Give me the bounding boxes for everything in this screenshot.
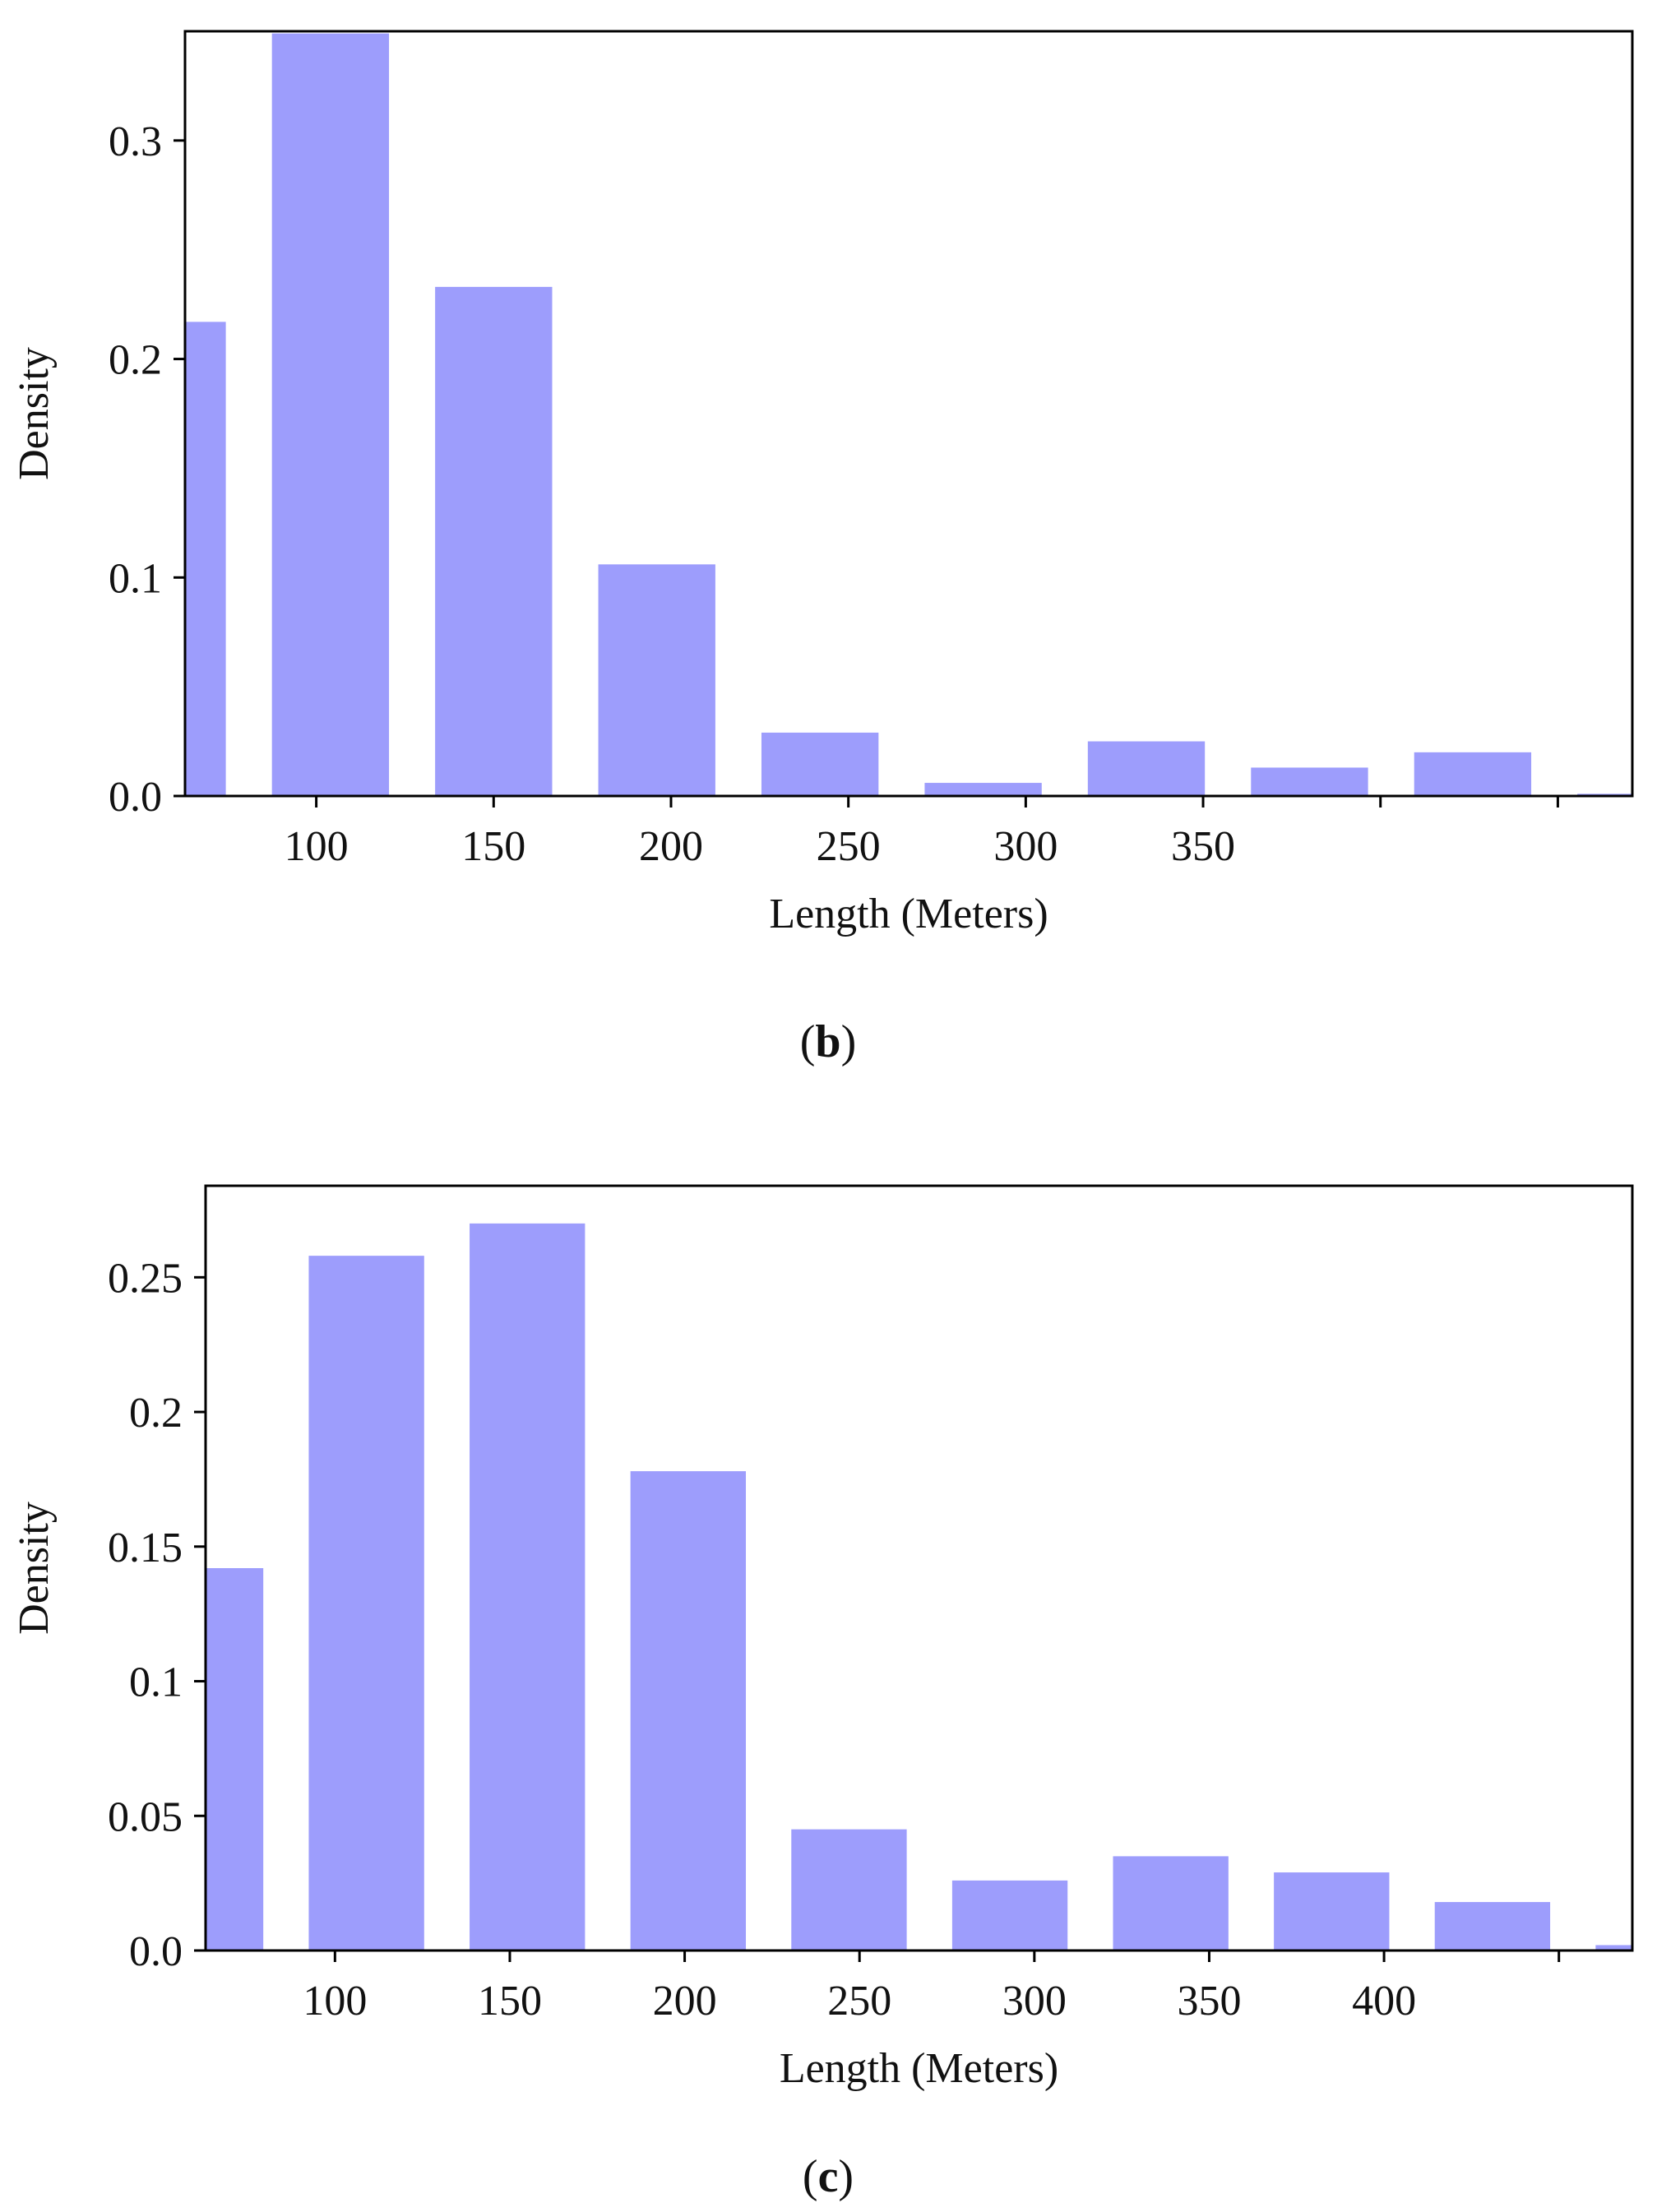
bar-7 xyxy=(1274,1872,1390,1951)
y-tick-label-1: 0.05 xyxy=(108,1793,183,1840)
x-tick-label-3: 250 xyxy=(827,1978,891,2025)
x-axis-label: Length (Meters) xyxy=(780,2045,1058,2092)
bar-8 xyxy=(1434,1902,1551,1951)
plot-frame xyxy=(204,1184,1634,1952)
chart-c: 100 150 200 250 300 350 400 0.0 0.05 0.1 0.15 0.2 0.… xyxy=(11,1184,1634,2202)
y-tick-label-3: 0.15 xyxy=(108,1525,183,1571)
y-tick-label-3: 0.3 xyxy=(109,118,162,165)
x-axis-label: Length (Meters) xyxy=(769,891,1048,937)
y-tick-label-4: 0.2 xyxy=(129,1390,183,1437)
x-tick-label-4: 300 xyxy=(993,823,1058,870)
x-tick-label-5: 350 xyxy=(1171,823,1235,870)
bar-7 xyxy=(1251,767,1368,796)
bar-3 xyxy=(598,564,715,796)
chart-b: 100 150 200 250 300 350 0.0 0.1 0.2 0.3 Length (Me… xyxy=(11,30,1634,1067)
plot-frame xyxy=(183,30,1634,798)
y-tick-label-5: 0.25 xyxy=(108,1255,183,1302)
bars xyxy=(206,1223,1632,1951)
x-tick-label-2: 200 xyxy=(653,1978,717,2025)
x-tick-label-0: 100 xyxy=(303,1978,367,2025)
bar-4 xyxy=(791,1829,907,1951)
y-tick-label-1: 0.1 xyxy=(109,555,162,602)
y-tick-label-2: 0.2 xyxy=(109,337,162,384)
y-axis-label: Density xyxy=(11,347,58,480)
y-tick-label-2: 0.1 xyxy=(129,1659,183,1706)
x-tick-label-4: 300 xyxy=(1002,1978,1067,2025)
panel-label-letter: c xyxy=(818,2151,839,2202)
x-tick-label-2: 200 xyxy=(639,823,703,870)
bar-0 xyxy=(185,322,226,796)
x-tick-label-6: 400 xyxy=(1352,1978,1416,2025)
x-tick-label-1: 150 xyxy=(461,823,525,870)
bar-4 xyxy=(761,732,879,796)
bar-0 xyxy=(206,1568,264,1951)
panel-label: (c) xyxy=(803,2151,854,2202)
x-tick-label-0: 100 xyxy=(285,823,349,870)
x-tick-label-3: 250 xyxy=(817,823,881,870)
bar-2 xyxy=(470,1223,586,1951)
bar-5 xyxy=(951,1880,1068,1951)
y-tick-label-0: 0.0 xyxy=(129,1928,183,1975)
bar-9 xyxy=(1595,1945,1632,1951)
x-tick-label-5: 350 xyxy=(1177,1978,1241,2025)
bar-6 xyxy=(1113,1856,1229,1951)
bar-6 xyxy=(1087,741,1206,796)
bar-3 xyxy=(630,1471,747,1951)
x-tick-label-1: 150 xyxy=(478,1978,542,2025)
bars xyxy=(185,33,1632,796)
bar-1 xyxy=(308,1256,424,1951)
panel-label-letter: b xyxy=(815,1016,840,1067)
bar-2 xyxy=(435,286,553,796)
y-axis-label: Density xyxy=(11,1502,58,1635)
panel-label: (b) xyxy=(800,1016,856,1067)
bar-5 xyxy=(924,783,1042,796)
bar-8 xyxy=(1414,752,1532,796)
y-tick-label-0: 0.0 xyxy=(109,774,162,821)
bar-1 xyxy=(271,33,390,796)
